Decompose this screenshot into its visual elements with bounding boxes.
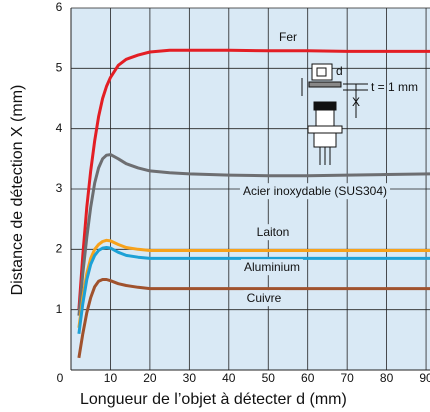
x-tick-label: 50: [262, 371, 276, 385]
y-tick-label: 2: [56, 242, 63, 256]
x-tick-label: 70: [340, 371, 354, 385]
line-series: [77, 246, 430, 334]
y-axis-title: Distance de détection X (mm): [9, 85, 26, 296]
x-tick-label: 60: [301, 371, 315, 385]
y-tick-label: 5: [56, 61, 63, 75]
line-series: [77, 48, 430, 310]
x-tick-label: 90: [419, 371, 430, 385]
x-axis-title: Longueur de l’objet à détecter d (mm): [80, 391, 347, 408]
label-background: [240, 259, 304, 276]
y-tick-label: 1: [56, 302, 63, 316]
x-tick-label: 40: [222, 371, 236, 385]
grid: [70, 7, 430, 371]
x-tick-label: 80: [380, 371, 394, 385]
label-background: [243, 290, 285, 307]
series-label: Cuivre: [247, 291, 282, 305]
label-background: [239, 183, 391, 200]
sensor-diagram: [301, 63, 368, 165]
y-tick-label: 6: [56, 0, 63, 14]
line-series: [77, 278, 430, 359]
line-series: [77, 153, 430, 316]
y-tick-label: 3: [56, 181, 63, 195]
series-label: Laiton: [257, 225, 290, 239]
series-label: Acier inoxydable (SUS304): [243, 184, 387, 198]
annotation: t = 1 mm: [371, 80, 418, 94]
x-tick-label: 30: [183, 371, 197, 385]
x-tick-label: 20: [143, 371, 157, 385]
x-tick-label: 0: [57, 371, 64, 385]
lines: [77, 48, 430, 359]
x-tick-label: 10: [104, 371, 118, 385]
label-background: [253, 224, 293, 241]
line-series: [77, 238, 430, 328]
y-tick-label: 4: [56, 121, 63, 135]
annotation: d: [336, 64, 343, 78]
annotation: X: [352, 95, 360, 109]
series-label: Aluminium: [244, 260, 300, 274]
series-label: Fer: [279, 30, 297, 44]
